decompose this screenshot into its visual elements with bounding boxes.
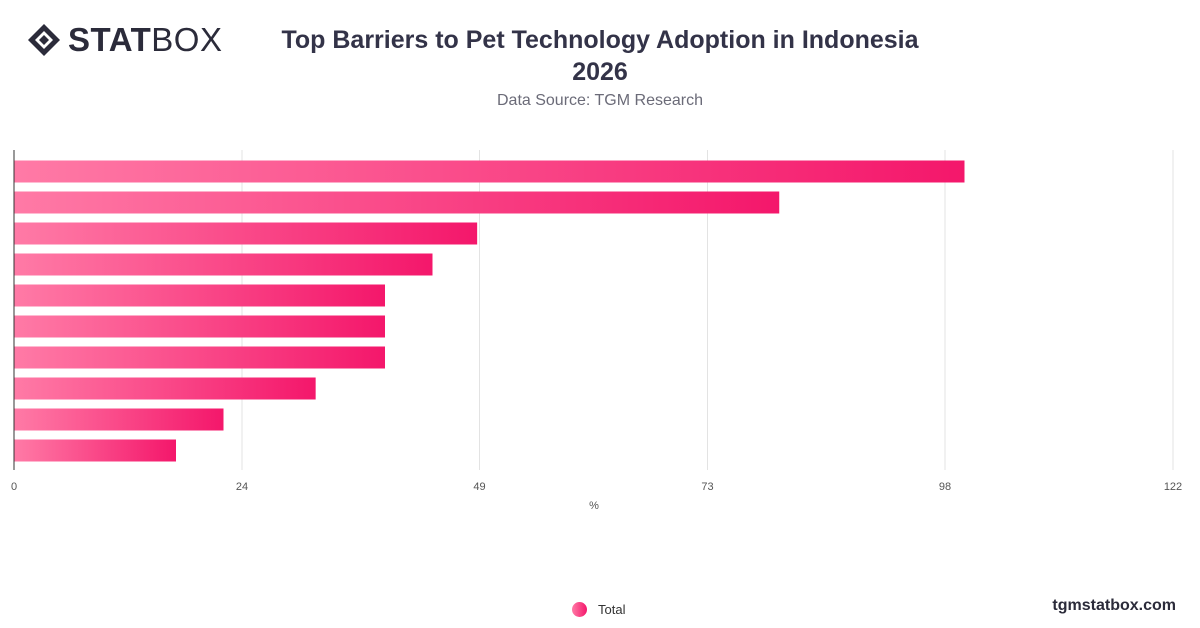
chart-legend[interactable]: Total xyxy=(572,602,625,617)
chart-title-line-2: 2026 xyxy=(572,58,628,86)
diamond-logo-icon xyxy=(28,24,60,56)
x-tick-label: 49 xyxy=(473,481,485,493)
x-tick-label: 98 xyxy=(939,481,951,493)
bar[interactable] xyxy=(14,284,386,307)
x-tick-label: 122 xyxy=(1164,481,1182,493)
bar[interactable] xyxy=(14,160,965,183)
x-tick-label: 24 xyxy=(236,481,248,493)
legend-label-total: Total xyxy=(598,602,626,617)
x-tick-label: 0 xyxy=(11,481,17,493)
bar[interactable] xyxy=(14,253,433,276)
logo-wordmark: STATBOX xyxy=(68,22,222,58)
x-tick-label: 73 xyxy=(701,481,713,493)
chart-subtitle: Data Source: TGM Research xyxy=(496,92,703,109)
bar[interactable] xyxy=(14,408,224,431)
legend-swatch xyxy=(572,602,587,617)
x-axis-label: % xyxy=(589,500,599,512)
bar[interactable] xyxy=(14,346,386,369)
chart-title: Top Barriers to Pet Technology Adoption … xyxy=(250,24,950,88)
bar[interactable] xyxy=(14,315,386,338)
logo-wordmark-bold: STAT xyxy=(68,21,152,58)
chart-title-line-1: Top Barriers to Pet Technology Adoption … xyxy=(281,26,919,54)
site-url: tgmstatbox.com xyxy=(1052,597,1176,614)
bar[interactable] xyxy=(14,377,316,400)
statbox-logo: STATBOX xyxy=(26,22,222,58)
bar[interactable] xyxy=(14,222,478,245)
bar[interactable] xyxy=(14,439,177,462)
logo-wordmark-light: BOX xyxy=(151,21,223,58)
bar[interactable] xyxy=(14,191,780,214)
